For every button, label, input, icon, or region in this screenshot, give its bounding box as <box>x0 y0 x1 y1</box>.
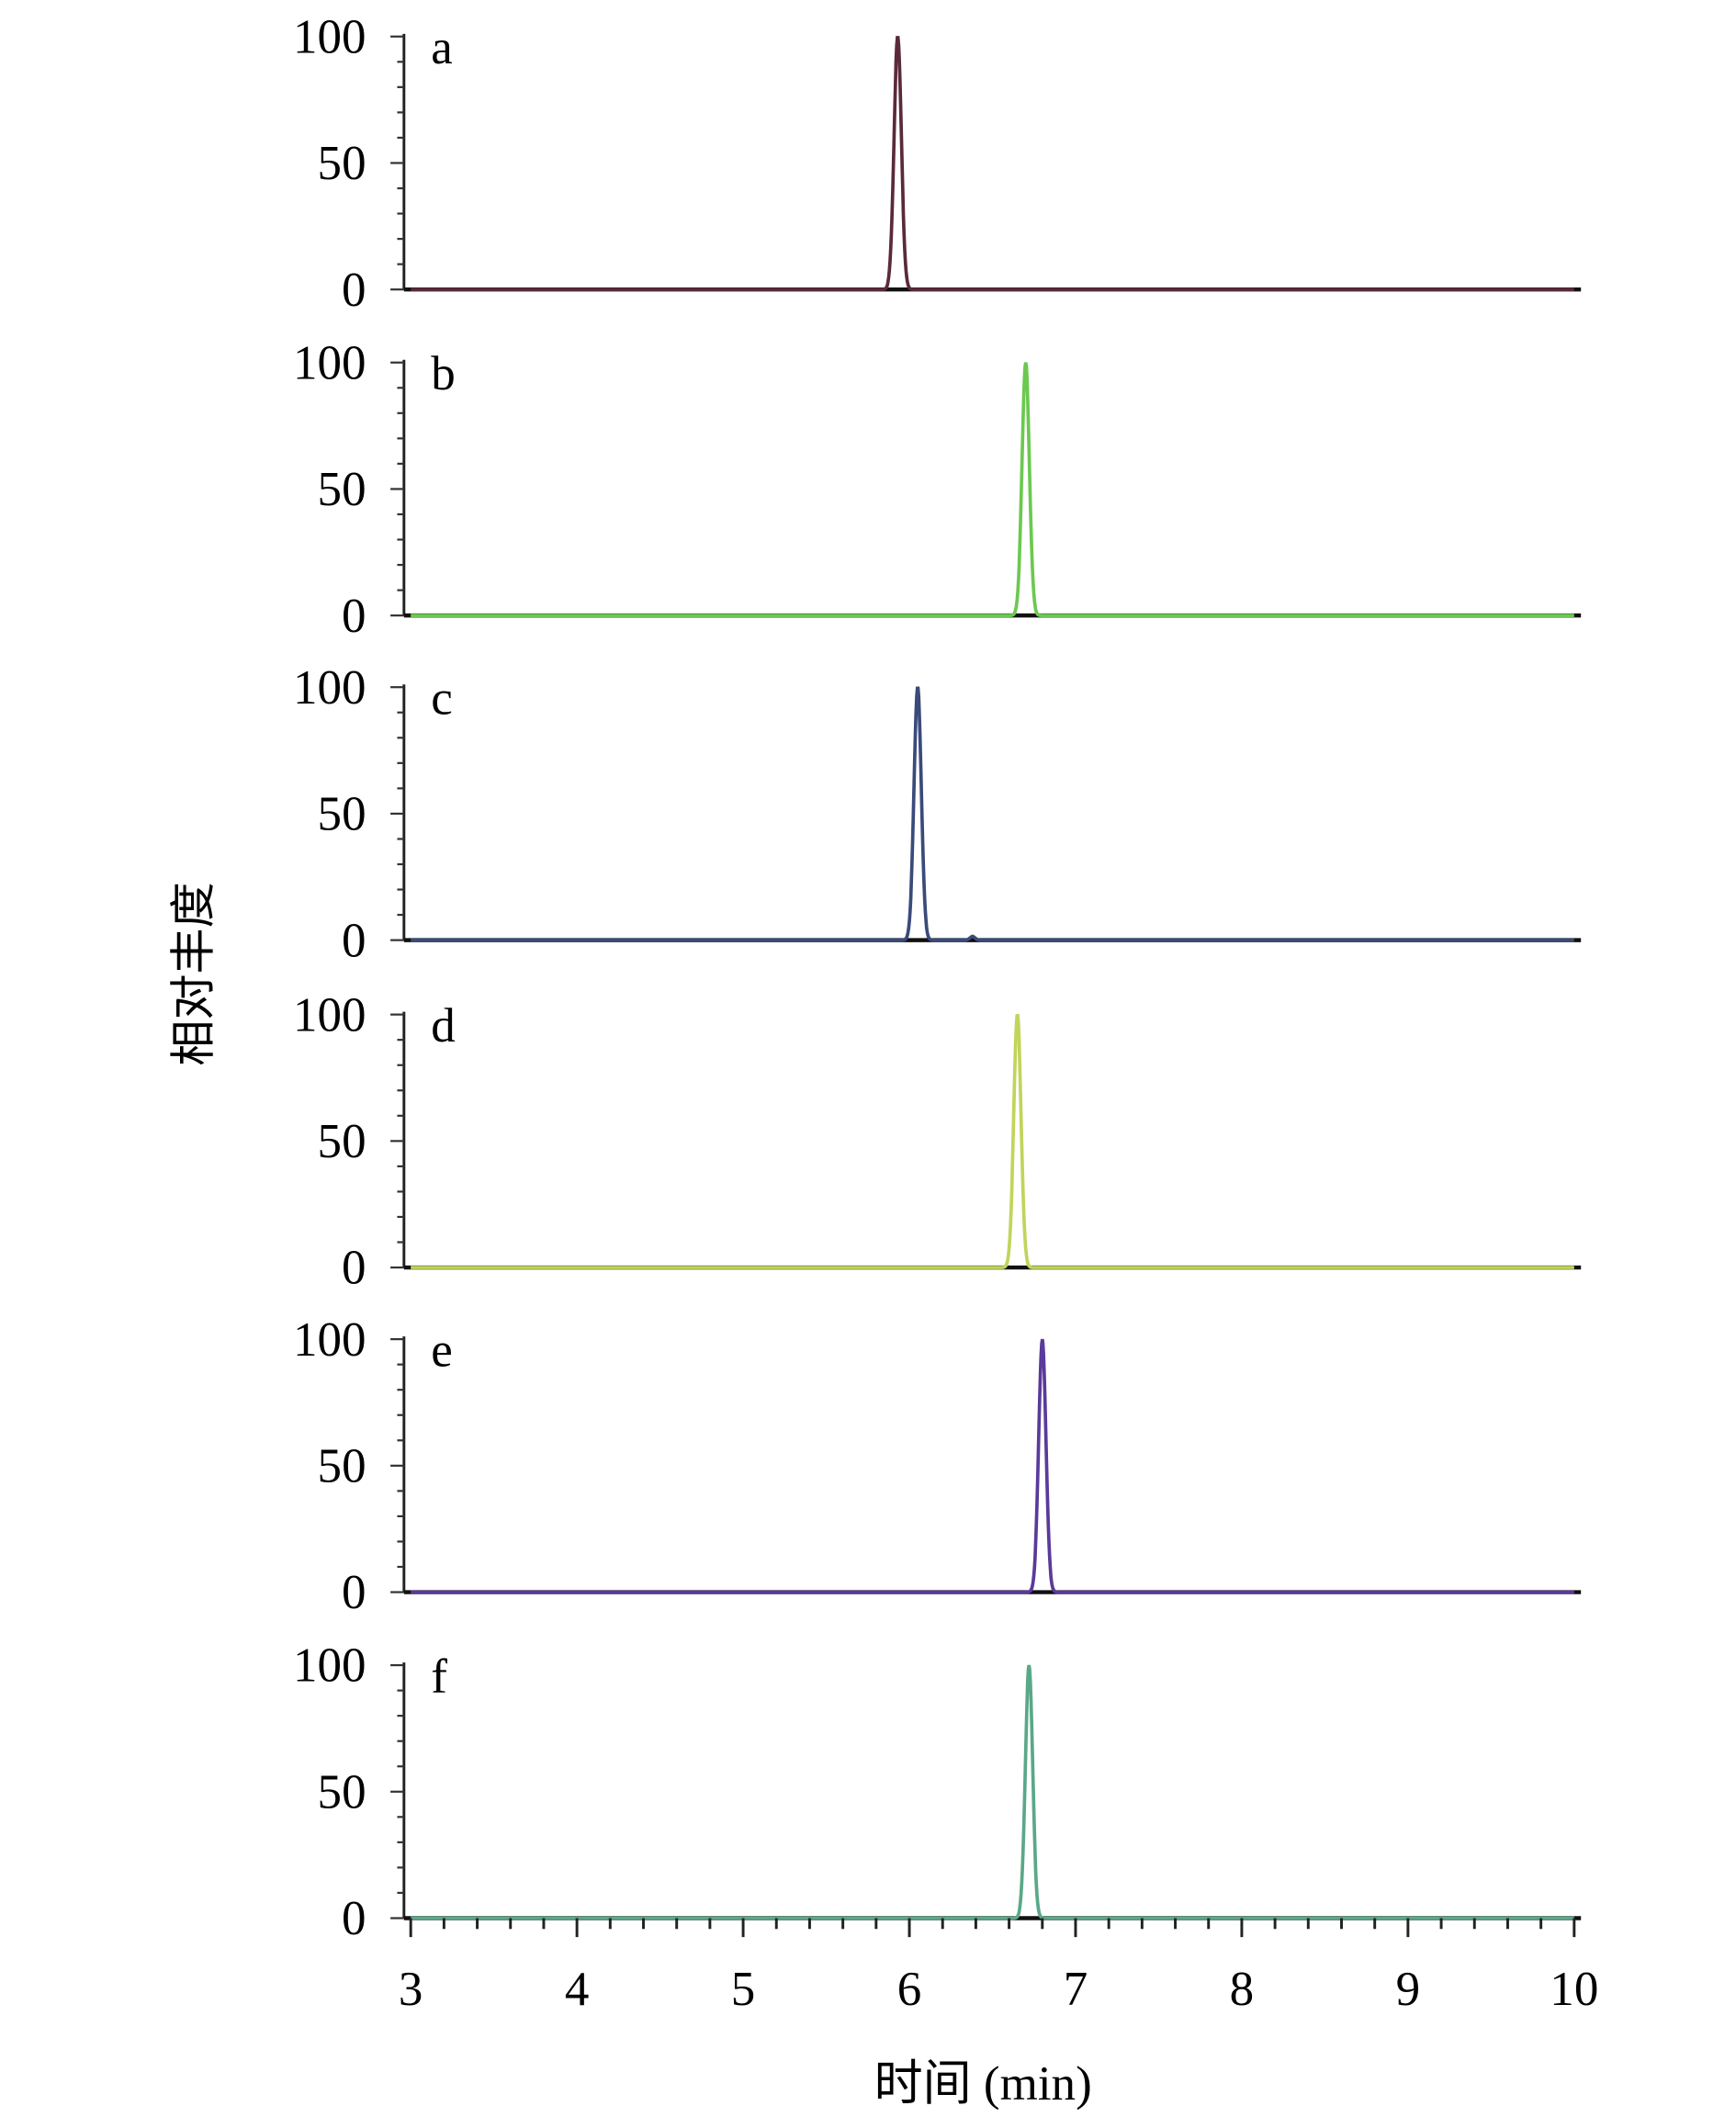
trace-f <box>411 1664 1574 1920</box>
y-tick-label: 0 <box>342 1242 366 1295</box>
y-tick-label: 50 <box>318 1115 366 1168</box>
panel-label-f: f <box>431 1650 447 1704</box>
y-tick-label: 50 <box>318 1765 366 1819</box>
x-tick-label: 5 <box>731 1963 756 2016</box>
x-tick-label: 10 <box>1550 1963 1598 2016</box>
y-tick-label: 100 <box>293 1639 366 1693</box>
x-tick-label: 4 <box>565 1963 590 2016</box>
x-tick-label: 9 <box>1396 1963 1421 2016</box>
trace-e <box>411 1338 1574 1594</box>
y-tick-label: 0 <box>342 914 366 967</box>
y-axis-label: 相对丰度 <box>167 882 220 1065</box>
panel-label-b: b <box>431 347 456 400</box>
trace-c <box>411 686 1574 942</box>
x-tick-label: 3 <box>399 1963 423 2016</box>
x-axis-label: 时间 (min) <box>874 2057 1092 2111</box>
panel-label-d: d <box>431 999 456 1053</box>
x-tick-label: 8 <box>1230 1963 1255 2016</box>
y-tick-label: 0 <box>342 1892 366 1945</box>
panel-label-a: a <box>431 21 453 74</box>
y-tick-label: 100 <box>293 1313 366 1367</box>
panel-label-e: e <box>431 1324 453 1378</box>
y-tick-label: 0 <box>342 1566 366 1619</box>
y-tick-label: 50 <box>318 788 366 841</box>
y-tick-label: 0 <box>342 590 366 643</box>
y-tick-label: 50 <box>318 463 366 516</box>
trace-d <box>411 1013 1574 1269</box>
y-tick-label: 100 <box>293 988 366 1042</box>
panel-label-c: c <box>431 672 453 726</box>
y-tick-label: 100 <box>293 661 366 715</box>
y-tick-label: 100 <box>293 336 366 389</box>
y-tick-label: 100 <box>293 10 366 63</box>
y-tick-label: 0 <box>342 264 366 317</box>
x-tick-label: 6 <box>897 1963 922 2016</box>
y-tick-label: 50 <box>318 1440 366 1493</box>
y-tick-label: 50 <box>318 137 366 190</box>
trace-a <box>411 36 1574 292</box>
x-tick-label: 7 <box>1064 1963 1088 2016</box>
trace-b <box>411 362 1574 617</box>
